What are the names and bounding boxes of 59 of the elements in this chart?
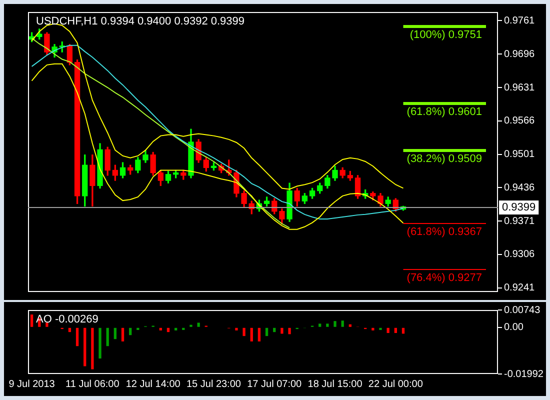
y-tick-label: 0.9631 [504,82,536,94]
bar [242,328,246,336]
bar [106,328,109,346]
y-tick-label: 0.9306 [504,249,536,260]
bar [129,328,132,336]
bar [46,322,48,327]
bar [265,328,268,336]
bar [68,328,72,332]
bar [166,328,170,332]
category-label: 12 Jul 14:00 [126,378,180,390]
y-tick-label: 0.9761 [504,15,536,26]
bar [348,324,352,327]
ref-line-label: 0.9399 [502,202,536,214]
bar [30,314,34,327]
bar [386,328,390,334]
bar [318,324,322,327]
bar [197,322,200,327]
ref-line-label: (76.4%) 0.9277 [406,272,482,284]
y-tick-label: 0.00743 [504,304,541,316]
bar [114,328,117,340]
y-tick-label: 0.9436 [504,182,536,194]
bar [273,328,276,332]
chart-title: USDCHF,H1 0.9394 0.9400 0.9392 0.9399 [36,16,245,28]
y-tick-label: 0.9371 [504,216,536,227]
category-label: 9 Jul 2013 [8,378,55,390]
bar [91,328,94,370]
bar [334,321,336,327]
bar [159,328,162,330]
category-label: 18 Jul 15:00 [308,378,362,390]
category-label: 22 Jul 00:00 [368,378,423,390]
bar [372,328,374,330]
bar [394,328,397,334]
bar [280,328,284,334]
bar [98,328,102,359]
category-label: 17 Jul 07:00 [247,378,302,390]
ref-line-label: (61.8%) 0.9601 [406,106,482,118]
bar [341,320,344,327]
bar [76,328,79,346]
y-tick-label: 0.9696 [504,48,536,60]
bar [258,328,261,342]
bar [235,328,238,330]
bar [288,328,291,334]
bar [84,328,86,366]
category-label: 11 Jul 06:00 [66,378,120,390]
bar [174,328,178,330]
bar [121,328,124,342]
ref-line-label: (38.2%) 0.9509 [406,153,482,166]
bar [402,328,405,334]
ref-line-label: (100%) 0.9751 [410,29,482,42]
bar [326,324,329,327]
category-label: 15 Jul 23:00 [186,378,241,390]
ref-line-label: (61.8%) 0.9367 [406,226,482,238]
y-tick-label: 0.9566 [504,116,536,127]
chart-title: AO -0.00269 [36,314,98,326]
bar [250,328,253,342]
y-tick-label: -0.01992 [504,368,544,380]
y-tick-label: 0.00 [504,322,524,334]
y-tick-label: 0.9241 [504,282,536,294]
y-tick-label: 0.9501 [504,149,536,160]
